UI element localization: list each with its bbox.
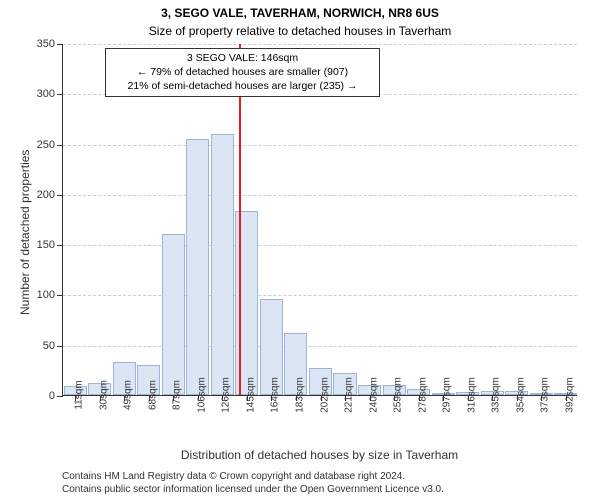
bar (211, 134, 234, 395)
x-tick-label: 373sqm (532, 377, 551, 413)
annotation-line: ← 79% of detached houses are smaller (90… (112, 65, 373, 79)
x-tick-label: 30sqm (90, 380, 109, 410)
annotation-line: 21% of semi-detached houses are larger (… (112, 79, 373, 93)
x-tick-label: 49sqm (115, 380, 134, 410)
gridline (63, 145, 577, 146)
x-tick-label: 202sqm (311, 377, 330, 413)
y-tick-label: 0 (49, 390, 63, 402)
y-tick-label: 150 (37, 239, 63, 251)
y-tick-label: 100 (37, 289, 63, 301)
annotation-box: 3 SEGO VALE: 146sqm← 79% of detached hou… (105, 48, 380, 97)
gridline (63, 295, 577, 296)
footer-line1: Contains HM Land Registry data © Crown c… (62, 470, 444, 483)
footer-line2: Contains public sector information licen… (62, 483, 444, 496)
bar (162, 234, 185, 395)
x-tick-label: 335sqm (483, 377, 502, 413)
plot-area: 05010015020025030035011sqm30sqm49sqm68sq… (62, 44, 577, 396)
x-tick-label: 354sqm (507, 377, 526, 413)
y-tick-label: 200 (37, 189, 63, 201)
x-tick-label: 183sqm (286, 377, 305, 413)
x-tick-label: 392sqm (556, 377, 575, 413)
x-tick-label: 164sqm (262, 377, 281, 413)
x-tick-label: 126sqm (213, 377, 232, 413)
y-tick-label: 350 (37, 38, 63, 50)
chart-subtitle: Size of property relative to detached ho… (0, 24, 600, 38)
x-tick-label: 87sqm (164, 380, 183, 410)
annotation-line: 3 SEGO VALE: 146sqm (112, 51, 373, 65)
reference-line (239, 44, 241, 395)
y-tick-label: 250 (37, 139, 63, 151)
gridline (63, 346, 577, 347)
y-tick-label: 50 (43, 340, 63, 352)
x-tick-label: 278sqm (409, 377, 428, 413)
x-tick-label: 221sqm (336, 377, 355, 413)
y-tick-label: 300 (37, 88, 63, 100)
gridline (63, 44, 577, 45)
x-tick-label: 259sqm (385, 377, 404, 413)
x-tick-label: 240sqm (360, 377, 379, 413)
bar (186, 139, 209, 395)
footer-attribution: Contains HM Land Registry data © Crown c… (62, 470, 444, 496)
x-tick-label: 297sqm (434, 377, 453, 413)
x-tick-label: 68sqm (139, 380, 158, 410)
x-tick-label: 11sqm (66, 380, 85, 409)
gridline (63, 195, 577, 196)
y-axis-label: Number of detached properties (18, 150, 32, 315)
chart-title-address: 3, SEGO VALE, TAVERHAM, NORWICH, NR8 6US (0, 6, 600, 20)
x-tick-label: 106sqm (188, 377, 207, 413)
x-tick-label: 316sqm (458, 377, 477, 413)
x-axis-label: Distribution of detached houses by size … (62, 448, 577, 462)
gridline (63, 245, 577, 246)
